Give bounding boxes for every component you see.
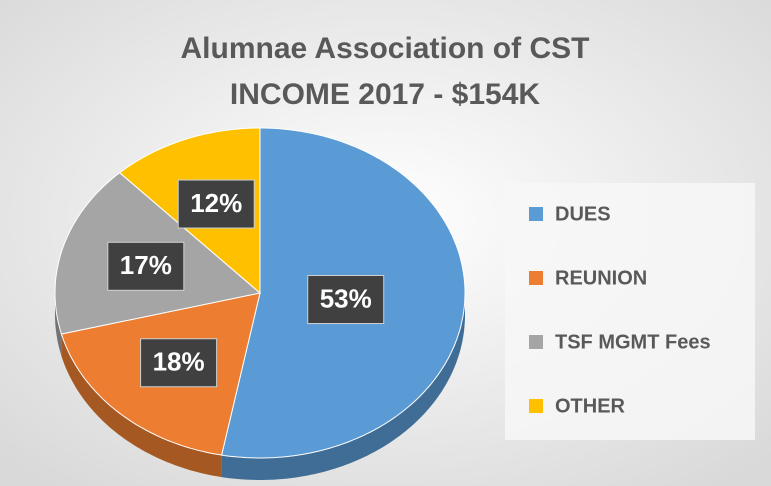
legend-label: REUNION [555, 267, 647, 289]
chart-title: Alumnae Association of CST [181, 32, 590, 65]
legend-swatch [529, 399, 543, 413]
legend-label: TSF MGMT Fees [555, 331, 711, 353]
legend-swatch [529, 271, 543, 285]
data-label: 17% [120, 250, 172, 280]
data-label-box [177, 179, 255, 229]
legend-label: DUES [555, 203, 611, 225]
slice-side [55, 293, 62, 356]
legend-swatch [529, 335, 543, 349]
data-label: 53% [320, 283, 372, 313]
slice-side [61, 334, 222, 478]
legend-swatch [529, 207, 543, 221]
slice-side [221, 293, 465, 480]
data-label-box [140, 338, 218, 388]
legend-box [505, 183, 755, 440]
data-label-box [107, 241, 185, 291]
data-label-box [307, 275, 385, 325]
chart-subtitle: INCOME 2017 - $154K [230, 78, 540, 111]
data-label: 18% [153, 347, 205, 377]
legend-label: OTHER [555, 395, 626, 417]
data-label: 12% [190, 188, 242, 218]
